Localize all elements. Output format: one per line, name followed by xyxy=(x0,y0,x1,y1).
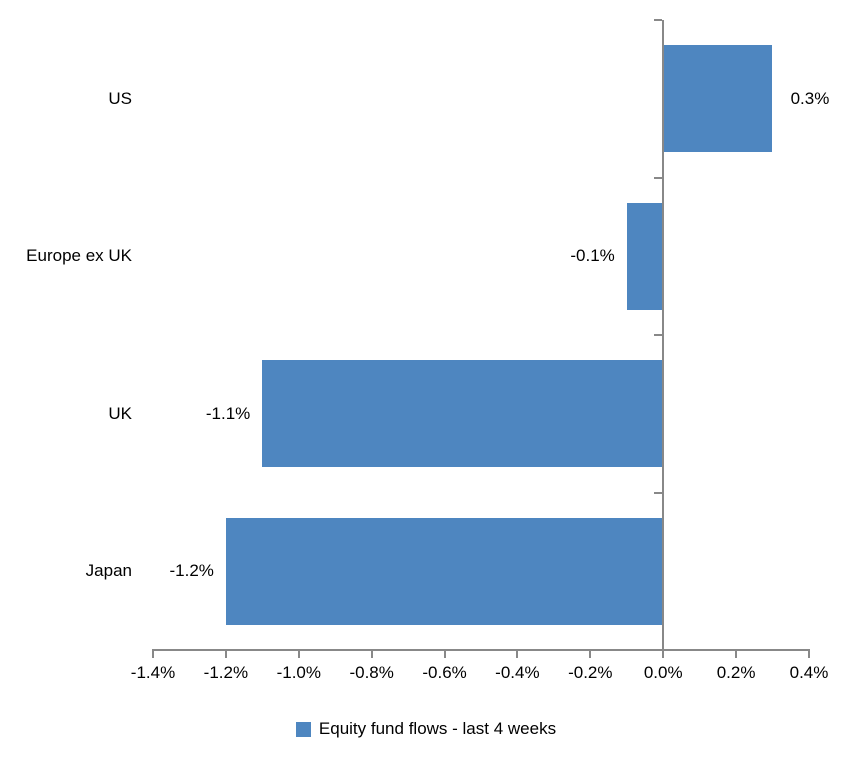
x-tick-label: 0.4% xyxy=(789,663,829,682)
x-axis-tick xyxy=(297,650,300,658)
value-label: -1.1% xyxy=(205,403,251,423)
category-boundary-tick xyxy=(654,649,663,651)
legend-label: Equity fund flows - last 4 weeks xyxy=(318,719,557,738)
category-boundary-tick xyxy=(654,491,663,494)
value-label: -1.2% xyxy=(169,561,214,581)
x-tick-label: -0.4% xyxy=(495,663,540,682)
x-axis-tick xyxy=(516,650,519,658)
bar-japan xyxy=(225,517,664,625)
category-label: UK xyxy=(108,403,132,423)
bar-europe-ex-uk xyxy=(626,202,664,310)
legend-swatch-icon xyxy=(295,721,311,737)
category-boundary-tick xyxy=(654,334,663,336)
category-label: Japan xyxy=(85,561,132,581)
legend: Equity fund flows - last 4 weeks xyxy=(0,719,852,739)
x-tick-label: 0.2% xyxy=(716,663,756,682)
x-tick-label: -1.0% xyxy=(276,663,321,682)
bar-us xyxy=(663,45,773,153)
category-label: US xyxy=(108,88,132,108)
x-axis-tick xyxy=(589,650,592,658)
x-tick-label: -0.6% xyxy=(422,663,467,682)
x-tick-label: -1.2% xyxy=(203,663,249,682)
x-axis-tick xyxy=(735,650,738,658)
x-axis-tick xyxy=(370,650,373,658)
x-axis-tick xyxy=(808,650,810,658)
x-axis-tick xyxy=(443,650,446,658)
value-label: 0.3% xyxy=(790,88,830,108)
x-tick-label: -0.8% xyxy=(349,663,394,682)
x-tick-label: 0.0% xyxy=(643,663,683,682)
category-boundary-tick xyxy=(654,19,663,21)
zero-axis-line xyxy=(662,20,665,658)
x-axis-line xyxy=(152,649,810,651)
value-label: -0.1% xyxy=(570,246,615,266)
bar-uk xyxy=(262,360,664,468)
x-axis-tick xyxy=(224,650,227,658)
category-boundary-tick xyxy=(654,176,663,179)
x-tick-label: -1.4% xyxy=(130,663,176,682)
category-label: Europe ex UK xyxy=(26,246,132,266)
x-axis-tick xyxy=(152,650,154,658)
x-tick-label: -0.2% xyxy=(568,663,613,682)
